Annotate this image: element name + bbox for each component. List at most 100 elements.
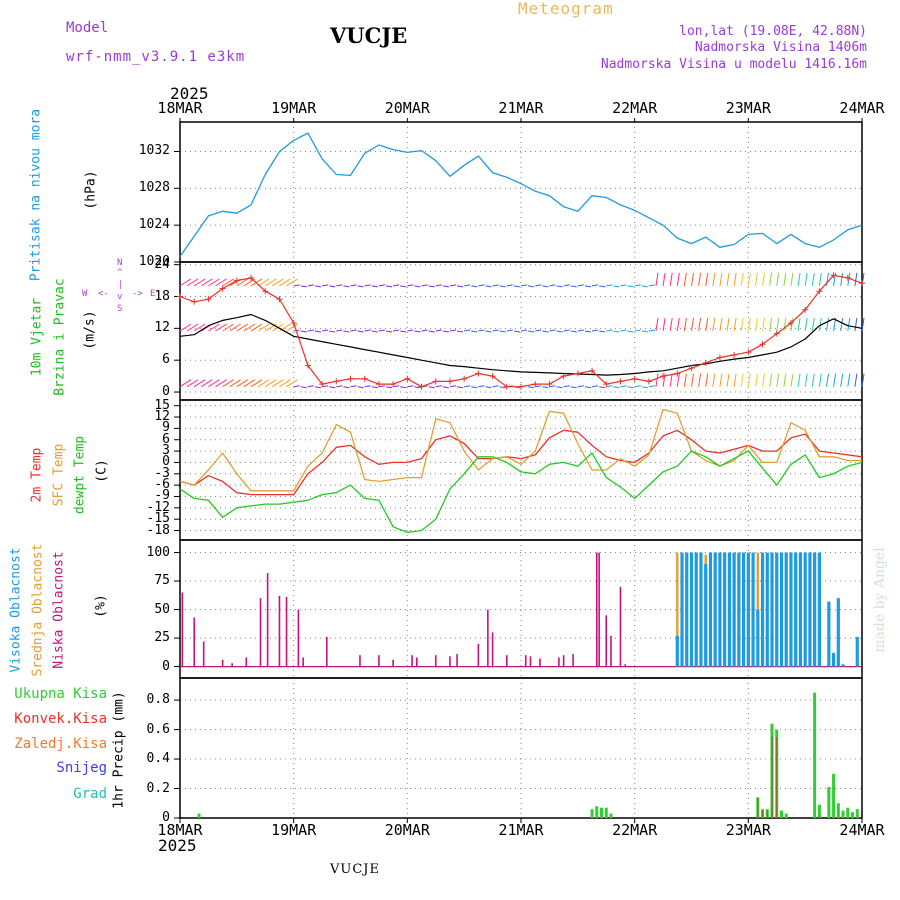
total-precip-bar (851, 812, 855, 818)
low-cloud-bar (529, 656, 532, 667)
low-cloud-bar (449, 656, 451, 667)
wind-arrow (634, 385, 641, 388)
wind-arrow (179, 379, 192, 388)
conv-precip-bar (776, 736, 778, 818)
low-cloud-bar (326, 636, 328, 667)
y-tick-label: 75 (154, 573, 170, 589)
high-cloud-bar (689, 552, 694, 667)
wind-arrow (322, 329, 329, 332)
wind-arrow (762, 317, 766, 332)
total-precip-bar (846, 807, 850, 818)
wind-arrow (535, 329, 542, 332)
wind-gust-marker (418, 383, 425, 390)
model-name: wrf-nmm_v3.9.1 e3km (66, 49, 246, 65)
compass-vertical: | (118, 280, 124, 290)
wind-arrow (378, 329, 385, 332)
wind-arrow (357, 330, 364, 333)
wind-arrow (492, 385, 499, 388)
wind-arrow (591, 385, 599, 388)
wind-arrow (542, 386, 549, 389)
bottom-year-label: 2025 (158, 836, 197, 855)
wind-arrow (535, 385, 542, 388)
low-cloud-bar (505, 655, 508, 667)
wind-arrow (250, 323, 263, 332)
wind-arrow (591, 329, 599, 332)
wind-arrow (641, 386, 648, 389)
wind-arrow (854, 272, 858, 286)
wind-gust-marker (347, 375, 354, 382)
wind-arrow (691, 317, 694, 332)
high-cloud-bar (723, 552, 727, 667)
low-cloud-bar (558, 657, 560, 667)
wind-gust-marker (191, 298, 198, 305)
wind-arrow (733, 373, 737, 387)
bottom-x-tick-label: 22MAR (612, 821, 658, 839)
wind-arrow (243, 379, 256, 388)
total-precip-bar (609, 813, 613, 818)
wind-gust-marker (432, 378, 439, 385)
wind-arrow (825, 317, 829, 332)
wind-arrow (201, 379, 213, 388)
wind-arrow (747, 373, 751, 387)
wind-arrow (307, 385, 314, 388)
wind-arrow (499, 285, 506, 288)
wind-arrow (719, 317, 723, 332)
top-x-tick-label: 24MAR (839, 99, 885, 117)
bottom-x-tick-label: 18MAR (157, 821, 203, 839)
bottom-x-tick-label: 19MAR (271, 821, 317, 839)
wind-arrow (407, 385, 414, 388)
top-x-tick-label: 21MAR (498, 99, 544, 117)
top-x-tick-label: 19MAR (271, 99, 317, 117)
low-cloud-bar (595, 552, 598, 667)
wind-arrow (257, 379, 270, 388)
wind-arrow (613, 386, 620, 389)
high-cloud-bar (803, 552, 807, 667)
wind-arrow (549, 329, 556, 332)
y-tick-label: 1020 (138, 254, 170, 269)
total-precip-bar (855, 809, 859, 818)
wind-arrow (570, 330, 577, 333)
wind-arrow (449, 385, 457, 388)
wind-arrow (286, 323, 298, 332)
wind-arrow (400, 285, 407, 288)
wind-arrow (797, 317, 801, 332)
model-label: Model (66, 20, 109, 36)
station-title: VUCJE (330, 23, 408, 48)
high-cloud-bar (680, 552, 684, 667)
compass-west: W (82, 289, 88, 299)
wind-gust-marker (375, 381, 382, 388)
wind-arrow (193, 323, 206, 332)
wind-arrow (762, 272, 766, 286)
wind-arrow (662, 317, 666, 332)
coords: lon,lat (19.08E, 42.88N) (679, 24, 867, 39)
wind-arrow (179, 278, 192, 287)
wind-arrow (414, 386, 421, 389)
top-x-tick-label: 20MAR (384, 99, 430, 117)
wind-arrow (520, 329, 528, 332)
y-tick-label: 1028 (138, 180, 170, 196)
low-cloud-bar (539, 658, 541, 667)
wind-arrow (599, 285, 606, 288)
low-cloud-bar (245, 657, 248, 667)
wind-arrow (754, 373, 758, 387)
y-tick-label: 25 (154, 630, 170, 646)
high-cloud-bar (827, 601, 831, 667)
wind-gust-marker (645, 378, 652, 385)
low-cloud-bar (266, 573, 269, 667)
total-precip-bar (817, 804, 821, 818)
high-cloud-bar (855, 636, 859, 667)
low-cloud-bar (278, 595, 281, 667)
low-cloud-bar (193, 617, 196, 667)
wind-arrow (414, 330, 421, 333)
wind-arrow (343, 285, 350, 288)
wind-gust-marker (361, 375, 368, 382)
wind-arrow (740, 373, 744, 387)
wind-arrow (314, 330, 322, 333)
wind-gust-marker (518, 383, 524, 390)
y-tick-label: 0.6 (146, 721, 170, 737)
wind-arrow (712, 373, 716, 387)
wind-arrow (542, 330, 549, 333)
wind-arrow (719, 373, 723, 387)
wind-gust-marker (830, 272, 837, 279)
